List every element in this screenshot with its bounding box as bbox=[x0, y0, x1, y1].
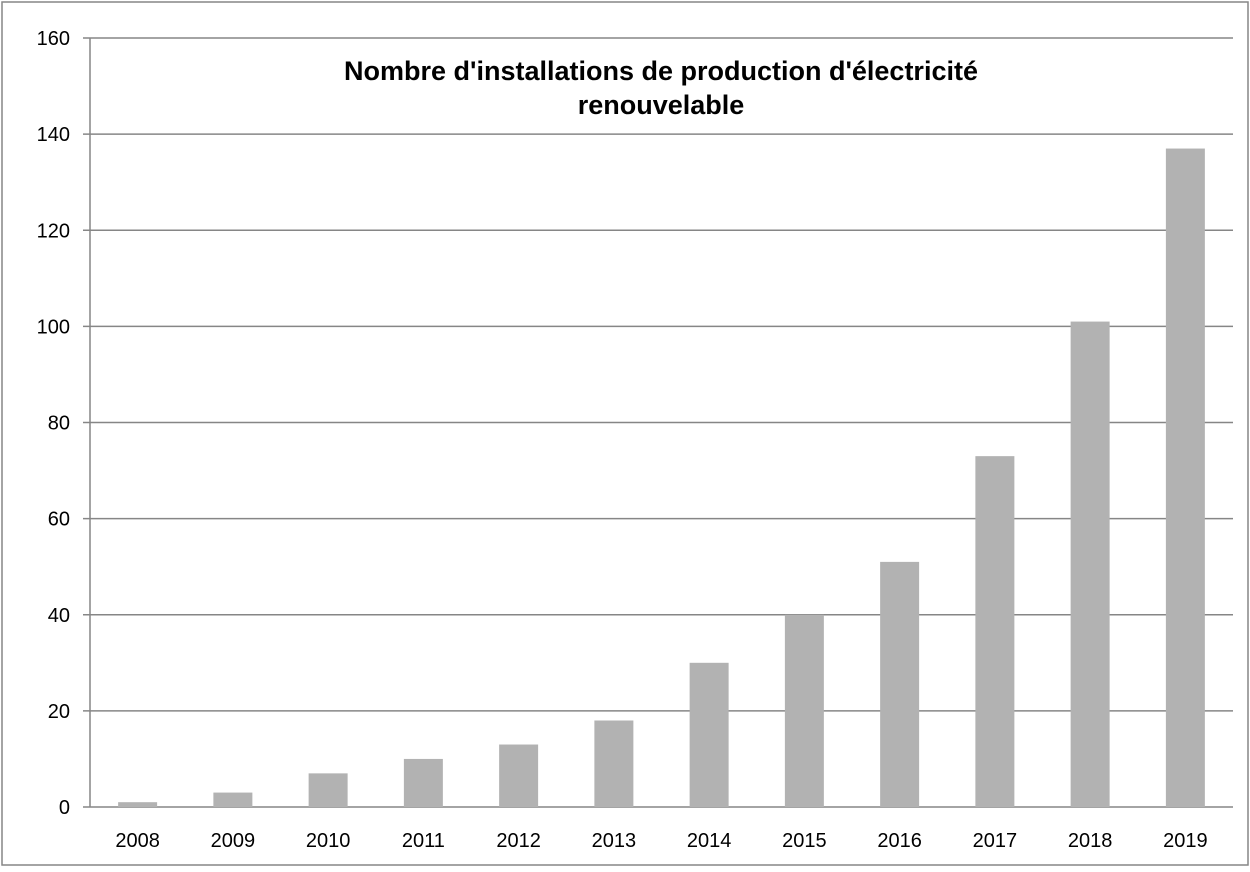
y-tick-label: 100 bbox=[37, 316, 70, 338]
x-tick-label: 2011 bbox=[402, 830, 445, 852]
bar-2017 bbox=[975, 456, 1015, 807]
bar-2011 bbox=[403, 758, 443, 807]
y-tick-label: 80 bbox=[48, 413, 70, 435]
bar-2010 bbox=[308, 773, 348, 807]
x-tick-label: 2012 bbox=[496, 830, 541, 852]
y-tick-label: 20 bbox=[48, 701, 70, 723]
y-tick-label: 160 bbox=[37, 28, 70, 50]
chart-title-line-2: renouvelable bbox=[578, 90, 745, 120]
x-tick-label: 2019 bbox=[1163, 830, 1208, 852]
bar-2008 bbox=[118, 802, 158, 807]
x-tick-label: 2009 bbox=[211, 830, 256, 852]
x-tick-label: 2014 bbox=[687, 830, 732, 852]
chart-title-line-1: Nombre d'installations de production d'é… bbox=[344, 56, 978, 86]
y-axis-ticks: 0 20 40 60 80 100 120 140 160 bbox=[37, 28, 70, 819]
y-tick-label: 60 bbox=[48, 509, 70, 531]
bar-2015 bbox=[784, 614, 824, 807]
y-tick-label: 40 bbox=[48, 605, 70, 627]
bar-2019 bbox=[1165, 148, 1205, 807]
bar-2013 bbox=[594, 720, 634, 807]
x-tick-label: 2017 bbox=[973, 830, 1018, 852]
x-tick-label: 2018 bbox=[1068, 830, 1113, 852]
bar-2012 bbox=[499, 744, 539, 807]
x-axis-ticks: 2008 2009 2010 2011 2012 2013 2014 2015 2016 2017… bbox=[115, 830, 1207, 852]
y-tick-label: 140 bbox=[37, 124, 70, 146]
x-tick-label: 2008 bbox=[115, 830, 160, 852]
y-tick-label: 0 bbox=[59, 797, 70, 819]
bars bbox=[118, 148, 1205, 807]
bar-2016 bbox=[880, 561, 920, 807]
x-tick-label: 2010 bbox=[306, 830, 351, 852]
bar-2018 bbox=[1070, 321, 1110, 807]
x-tick-label: 2015 bbox=[782, 830, 827, 852]
x-tick-label: 2016 bbox=[877, 830, 922, 852]
gridlines bbox=[83, 37, 1233, 808]
y-tick-label: 120 bbox=[37, 220, 70, 242]
bar-2009 bbox=[213, 792, 253, 807]
bar-2014 bbox=[689, 662, 729, 807]
x-tick-label: 2013 bbox=[592, 830, 637, 852]
